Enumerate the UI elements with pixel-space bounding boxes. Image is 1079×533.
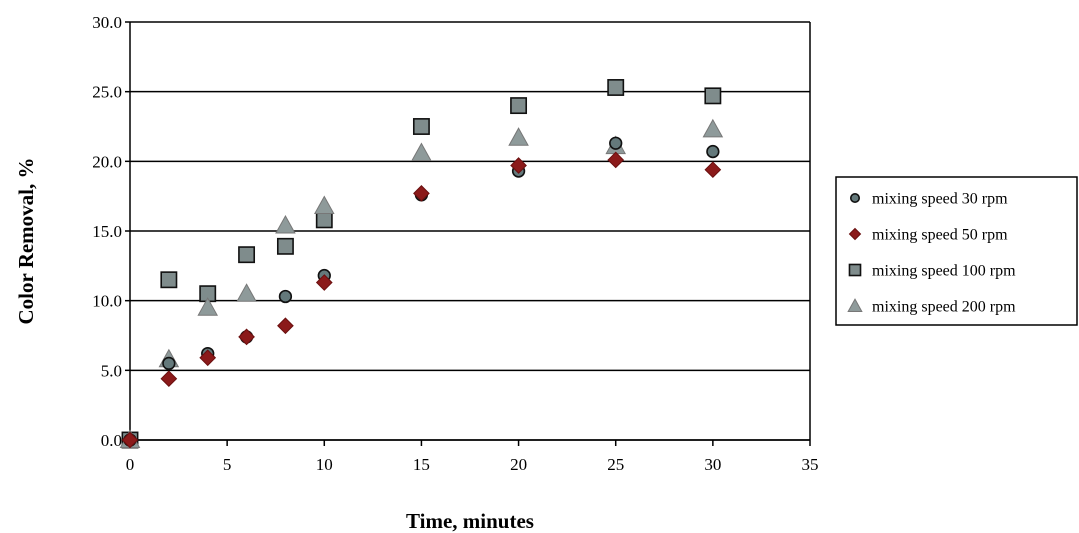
series-square bbox=[121, 79, 722, 449]
data-point-triangle bbox=[508, 127, 529, 146]
y-tick-label: 10.0 bbox=[92, 292, 122, 311]
x-tick-label: 5 bbox=[223, 455, 232, 474]
series-diamond bbox=[121, 151, 722, 449]
x-tick-label: 35 bbox=[802, 455, 819, 474]
data-point-circle bbox=[278, 289, 293, 304]
legend-label: mixing speed 100 rpm bbox=[872, 263, 1016, 280]
data-point-circle bbox=[162, 356, 176, 371]
y-tick-labels: 0.0 5.0 10.0 15.0 20.0 25.0 30.0 bbox=[92, 13, 122, 450]
data-point-diamond bbox=[160, 370, 178, 388]
legend: mixing speed 30 rpm mixing speed 50 rpm mi… bbox=[835, 176, 1078, 326]
legend-item: mixing speed 30 rpm bbox=[849, 191, 1008, 208]
axes bbox=[129, 22, 811, 441]
y-tick-label: 15.0 bbox=[92, 222, 122, 241]
x-tick-label: 15 bbox=[413, 455, 430, 474]
data-point-diamond bbox=[277, 317, 294, 335]
x-tick-label: 20 bbox=[510, 455, 527, 474]
legend-item: mixing speed 50 rpm bbox=[848, 227, 1008, 244]
data-point-square bbox=[276, 237, 294, 255]
data-point-triangle bbox=[313, 195, 335, 214]
legend-marker-square bbox=[848, 263, 862, 277]
y-tick-label: 5.0 bbox=[101, 361, 122, 380]
data-point-square bbox=[704, 87, 722, 105]
data-point-square bbox=[412, 118, 430, 135]
legend-marker-triangle bbox=[847, 298, 863, 312]
x-tick-label: 30 bbox=[704, 455, 721, 474]
data-point-triangle bbox=[275, 214, 296, 234]
legend-label: mixing speed 200 rpm bbox=[872, 299, 1016, 316]
data-point-square bbox=[315, 211, 333, 229]
x-tick-label: 25 bbox=[607, 455, 624, 474]
data-point-diamond bbox=[315, 274, 333, 291]
legend-marker-circle bbox=[849, 192, 861, 204]
y-tick-label: 25.0 bbox=[92, 83, 122, 102]
y-axis-title: Color Removal, % bbox=[14, 157, 38, 324]
y-tick-label: 0.0 bbox=[101, 431, 122, 450]
y-tick-label: 20.0 bbox=[92, 152, 122, 171]
x-tick-label: 10 bbox=[316, 455, 333, 474]
data-point-square bbox=[238, 246, 256, 264]
data-point-diamond bbox=[238, 328, 255, 346]
data-point-square bbox=[607, 79, 625, 96]
legend-box bbox=[835, 176, 1078, 326]
data-point-triangle bbox=[197, 297, 219, 316]
data-point-triangle bbox=[411, 142, 432, 162]
data-point-diamond bbox=[121, 431, 139, 449]
data-point-triangle bbox=[236, 283, 257, 302]
data-point-square bbox=[510, 97, 528, 115]
y-tick-label: 30.0 bbox=[92, 13, 122, 32]
x-axis-title: Time, minutes bbox=[406, 509, 534, 533]
legend-label: mixing speed 50 rpm bbox=[872, 227, 1008, 244]
legend-item: mixing speed 100 rpm bbox=[848, 263, 1016, 280]
data-point-diamond bbox=[199, 349, 217, 367]
x-tick-label: 0 bbox=[126, 455, 135, 474]
legend-label: mixing speed 30 rpm bbox=[872, 191, 1008, 208]
data-point-circle bbox=[706, 144, 720, 159]
data-point-diamond bbox=[510, 157, 527, 174]
data-point-circle bbox=[609, 136, 623, 150]
data-point-square bbox=[160, 271, 178, 289]
x-tick-labels: 0 5 10 15 20 25 30 35 bbox=[126, 455, 819, 474]
legend-item: mixing speed 200 rpm bbox=[847, 298, 1016, 316]
legend-marker-diamond bbox=[848, 227, 862, 241]
gridlines bbox=[125, 21, 811, 446]
data-point-diamond bbox=[704, 161, 722, 179]
data-points bbox=[119, 79, 724, 449]
data-point-diamond bbox=[413, 185, 430, 202]
data-point-triangle bbox=[702, 118, 724, 138]
series-triangle bbox=[119, 118, 724, 449]
data-point-diamond bbox=[607, 151, 625, 169]
